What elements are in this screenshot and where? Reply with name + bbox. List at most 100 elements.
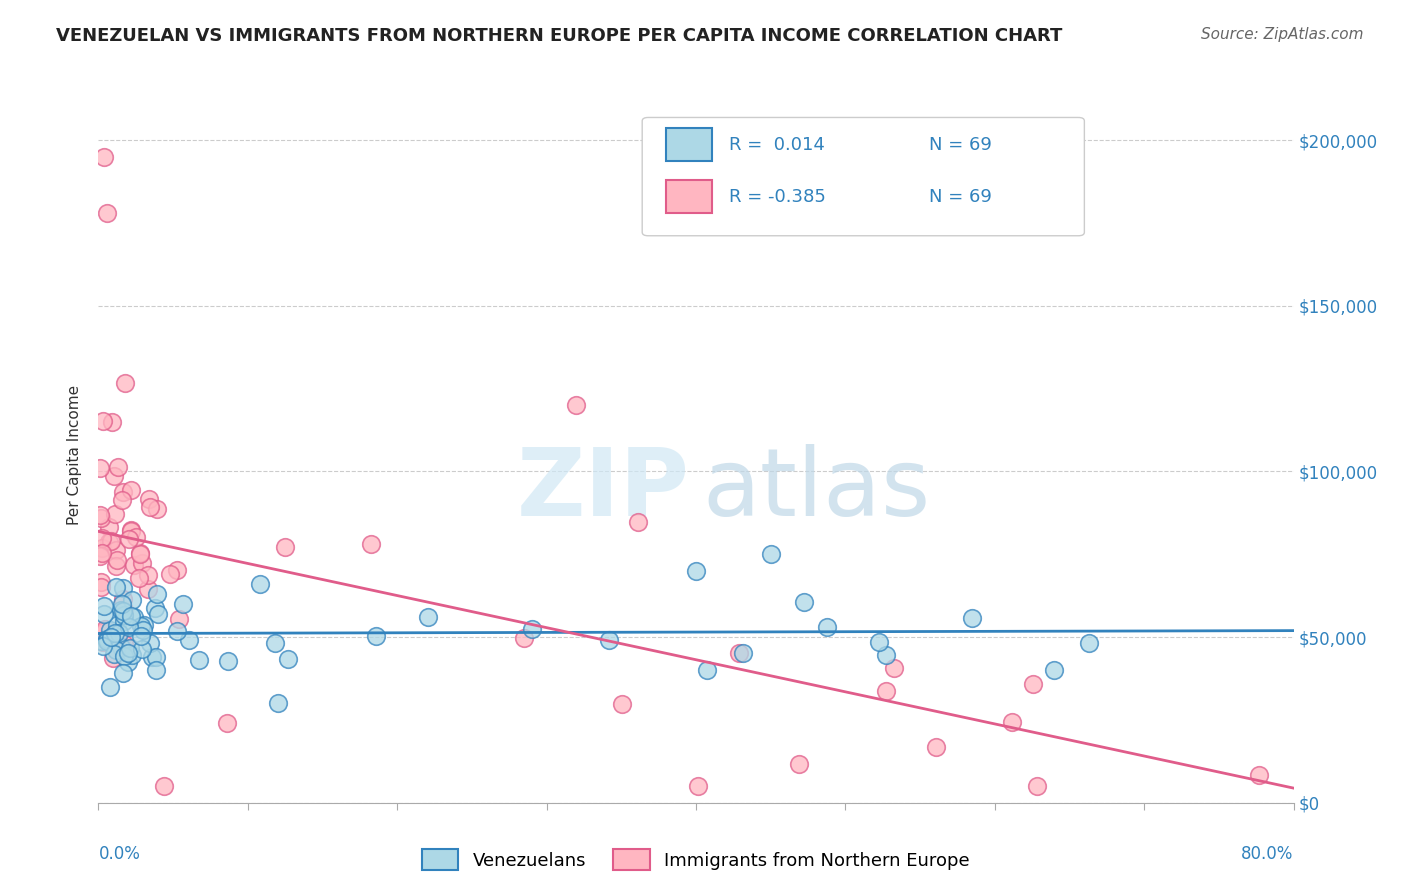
Point: [159, 566, 181, 581]
Point: [104, 508, 127, 522]
Point: [96, 633, 118, 648]
Point: [91, 635, 114, 649]
Point: [166, 563, 188, 577]
Point: [129, 629, 152, 643]
Point: [93, 150, 115, 164]
Point: [96, 632, 118, 646]
Point: [121, 648, 143, 663]
Point: [104, 559, 127, 574]
Point: [136, 568, 159, 582]
FancyBboxPatch shape: [643, 118, 1084, 235]
Bar: [666, 128, 711, 161]
Point: [105, 553, 128, 567]
Point: [111, 640, 134, 654]
Point: [124, 610, 146, 624]
Point: [104, 643, 127, 657]
Point: [90, 511, 112, 525]
Point: [128, 571, 150, 585]
Point: [112, 608, 135, 623]
Point: [112, 648, 135, 663]
Point: [91, 532, 114, 546]
Point: [120, 524, 142, 538]
Point: [145, 649, 167, 664]
Point: [107, 626, 129, 640]
Point: [512, 631, 534, 645]
Point: [129, 547, 152, 561]
Point: [1001, 715, 1024, 730]
Text: Source: ZipAtlas.com: Source: ZipAtlas.com: [1201, 27, 1364, 42]
Point: [274, 541, 297, 555]
Point: [139, 635, 162, 649]
Point: [1249, 768, 1271, 782]
Point: [107, 459, 129, 474]
Point: [215, 716, 238, 731]
Point: [131, 641, 153, 656]
Point: [111, 492, 134, 507]
Point: [112, 581, 135, 595]
Point: [89, 508, 111, 522]
Point: [416, 610, 439, 624]
Point: [90, 580, 112, 594]
Point: [733, 646, 755, 660]
Point: [883, 661, 905, 675]
Point: [132, 618, 155, 632]
Point: [112, 604, 135, 618]
Point: [111, 597, 134, 611]
Point: [685, 564, 707, 578]
Text: atlas: atlas: [702, 443, 931, 536]
Text: ZIP: ZIP: [517, 443, 690, 536]
Point: [104, 542, 127, 557]
Point: [152, 779, 174, 793]
Text: VENEZUELAN VS IMMIGRANTS FROM NORTHERN EUROPE PER CAPITA INCOME CORRELATION CHAR: VENEZUELAN VS IMMIGRANTS FROM NORTHERN E…: [56, 27, 1063, 45]
Point: [148, 607, 170, 621]
Point: [104, 580, 127, 594]
Point: [114, 376, 136, 391]
Point: [787, 757, 810, 772]
Text: N = 69: N = 69: [929, 188, 991, 206]
Point: [114, 637, 136, 651]
Point: [141, 650, 163, 665]
Point: [96, 206, 118, 220]
Point: [166, 624, 188, 638]
Point: [110, 603, 132, 617]
Point: [696, 663, 718, 677]
Point: [366, 629, 388, 643]
Point: [1026, 779, 1049, 793]
Point: [610, 697, 633, 711]
Point: [122, 558, 145, 573]
Point: [125, 530, 148, 544]
Point: [121, 593, 143, 607]
Point: [93, 599, 115, 614]
Point: [90, 634, 112, 648]
Point: [1077, 635, 1099, 649]
Point: [91, 639, 114, 653]
Point: [249, 577, 271, 591]
Point: [98, 535, 121, 549]
Point: [172, 597, 194, 611]
Text: 80.0%: 80.0%: [1241, 845, 1294, 863]
Point: [105, 618, 128, 632]
Point: [727, 646, 749, 660]
Point: [217, 655, 239, 669]
Point: [100, 533, 122, 548]
Point: [145, 663, 167, 677]
Point: [117, 533, 139, 547]
Point: [117, 655, 139, 669]
Point: [146, 587, 169, 601]
Text: R =  0.014: R = 0.014: [730, 136, 825, 154]
Point: [120, 608, 142, 623]
Point: [129, 619, 152, 633]
Point: [93, 607, 115, 621]
Point: [1021, 677, 1043, 691]
Point: [94, 624, 117, 638]
Point: [104, 626, 127, 640]
Point: [90, 574, 112, 589]
Text: 0.0%: 0.0%: [98, 845, 141, 863]
Legend: Venezuelans, Immigrants from Northern Europe: Venezuelans, Immigrants from Northern Eu…: [415, 842, 977, 877]
Point: [598, 633, 620, 648]
Text: N = 69: N = 69: [929, 136, 991, 154]
Point: [110, 640, 132, 654]
Point: [117, 646, 139, 660]
Point: [132, 623, 155, 637]
Point: [267, 697, 290, 711]
